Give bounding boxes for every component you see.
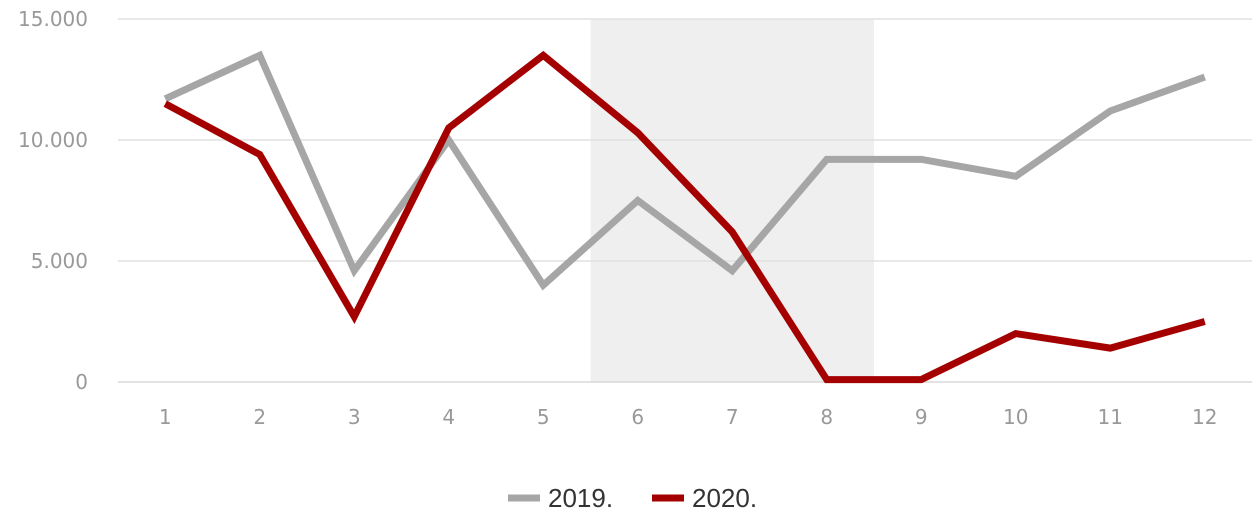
y-tick-label: 15.000 — [18, 7, 88, 31]
legend-label: 2020. — [692, 483, 757, 512]
x-tick-label: 3 — [348, 405, 361, 429]
x-tick-label: 1 — [159, 405, 172, 429]
legend-item: 2019. — [508, 483, 613, 512]
x-tick-label: 11 — [1098, 405, 1123, 429]
legend-item: 2020. — [652, 483, 757, 512]
series-1 — [163, 50, 1206, 291]
x-tick-label: 12 — [1192, 405, 1217, 429]
legend-label: 2019. — [548, 483, 613, 512]
x-tick-label: 5 — [537, 405, 550, 429]
x-tick-label: 6 — [631, 405, 644, 429]
series-line — [163, 50, 1206, 291]
y-tick-label: 5.000 — [31, 249, 88, 273]
series-lines — [163, 50, 1206, 384]
x-tick-label: 4 — [442, 405, 455, 429]
y-tick-label: 0 — [75, 370, 88, 394]
series-line — [163, 50, 1206, 384]
x-tick-label: 10 — [1003, 405, 1028, 429]
y-axis-ticks: 0 5.000 10.000 15.000 — [18, 7, 88, 394]
x-tick-label: 8 — [820, 405, 833, 429]
y-tick-label: 10.000 — [18, 128, 88, 152]
legend: 2019. 2020. — [508, 483, 757, 512]
x-tick-label: 2 — [253, 405, 266, 429]
x-axis-ticks: 1 2 3 4 5 6 7 8 9 10 11 12 — [159, 405, 1218, 429]
series-2 — [163, 50, 1206, 384]
x-tick-label: 9 — [915, 405, 928, 429]
x-tick-label: 7 — [726, 405, 739, 429]
